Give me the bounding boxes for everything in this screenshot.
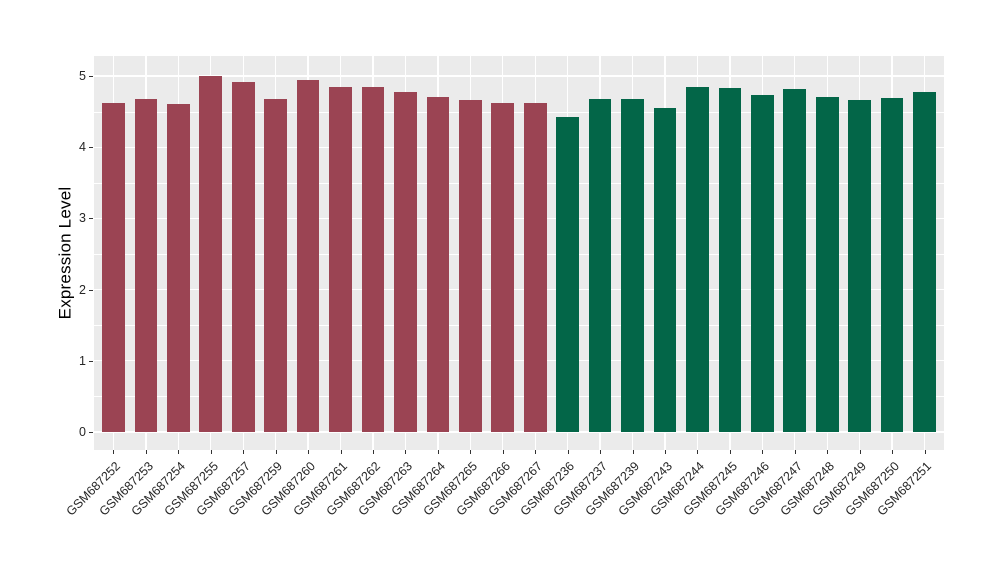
y-tick-label: 1 [79, 353, 86, 368]
x-tick-mark [762, 450, 764, 454]
y-tick-label: 2 [79, 282, 86, 297]
plot-panel [94, 56, 944, 450]
y-tick-label: 3 [79, 211, 86, 226]
bar-GSM687251 [913, 91, 936, 432]
major-gridline [94, 288, 944, 291]
x-tick-mark [729, 450, 731, 454]
y-tick-mark [89, 360, 93, 362]
minor-gridline [94, 325, 944, 326]
x-tick-label-text: GSM687251 [874, 459, 935, 519]
major-gridline [94, 360, 944, 362]
x-tick-mark [113, 450, 115, 454]
x-tick-mark [924, 450, 926, 454]
bar-GSM687266 [491, 103, 515, 432]
bar-GSM687239 [621, 98, 644, 432]
x-tick-mark [308, 450, 310, 454]
major-gridline [94, 146, 944, 148]
y-tick-mark [89, 218, 93, 220]
x-tick-mark [340, 450, 342, 454]
bar-GSM687261 [329, 87, 352, 432]
x-tick-mark [697, 450, 699, 454]
bar-GSM687254 [167, 104, 190, 432]
bar-GSM687245 [718, 88, 742, 432]
minor-gridline [94, 111, 944, 113]
bar-GSM687264 [426, 97, 450, 432]
y-tick-label: 0 [79, 425, 86, 439]
bar-GSM687263 [394, 91, 417, 432]
bar-GSM687257 [231, 82, 255, 432]
x-tick-mark [632, 450, 634, 454]
x-tick-mark [567, 450, 569, 454]
x-tick-label-GSM687251: GSM687251 [765, 457, 935, 519]
minor-gridline [94, 182, 944, 184]
y-tick-label: 5 [79, 69, 86, 83]
x-tick-mark [405, 450, 407, 454]
x-tick-mark [892, 450, 894, 454]
bar-GSM687237 [588, 98, 612, 432]
x-tick-mark [859, 450, 861, 454]
minor-gridline [94, 396, 944, 398]
bar-GSM687253 [134, 99, 158, 432]
x-tick-mark [794, 450, 796, 454]
y-tick-mark [89, 432, 93, 433]
y-tick-mark [89, 147, 93, 149]
x-tick-mark [243, 450, 245, 454]
y-tick-label: 4 [79, 140, 86, 155]
x-tick-mark [210, 450, 212, 454]
bar-GSM687236 [556, 117, 579, 432]
x-tick-mark [535, 450, 537, 454]
bar-GSM687259 [264, 98, 288, 432]
major-gridline [94, 75, 944, 77]
x-tick-mark [437, 450, 439, 454]
x-tick-mark [470, 450, 472, 454]
x-tick-mark [664, 450, 666, 454]
x-tick-mark [145, 450, 147, 454]
bar-GSM687249 [848, 100, 871, 432]
y-axis-title-text: Expression Level [55, 186, 75, 320]
bar-GSM687248 [815, 96, 839, 432]
bar-GSM687250 [880, 98, 904, 432]
major-gridline [94, 217, 944, 220]
bar-GSM687265 [458, 100, 482, 432]
x-tick-mark [373, 450, 374, 454]
bar-GSM687260 [296, 79, 320, 432]
y-tick-mark [89, 76, 93, 77]
minor-gridline [94, 254, 944, 255]
bar-GSM687267 [523, 103, 547, 432]
major-gridline [94, 431, 944, 433]
x-tick-mark [502, 450, 504, 454]
x-tick-mark [827, 450, 829, 454]
x-tick-mark [600, 450, 602, 454]
bar-GSM687255 [199, 76, 223, 432]
bar-GSM687252 [102, 103, 125, 432]
bar-GSM687243 [653, 108, 677, 432]
bar-GSM687247 [783, 88, 807, 432]
x-tick-mark [178, 450, 180, 454]
bar-GSM687244 [686, 87, 709, 432]
y-tick-mark [89, 289, 93, 291]
x-tick-mark [275, 450, 277, 454]
bar-GSM687246 [750, 94, 774, 432]
bar-GSM687262 [361, 86, 385, 432]
